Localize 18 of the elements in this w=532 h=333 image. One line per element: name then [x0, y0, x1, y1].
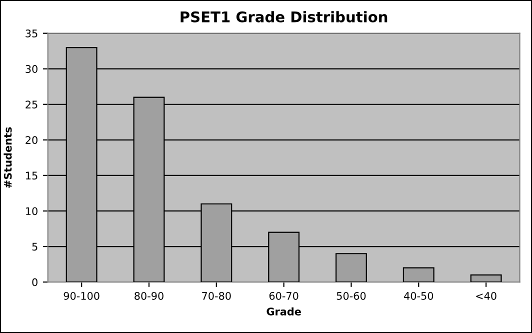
y-tick-label: 0 — [32, 278, 38, 286]
y-tick-label: 20 — [26, 136, 38, 144]
chart-title: PSET1 Grade Distribution — [180, 11, 388, 22]
x-tick-label: <40 — [476, 292, 496, 300]
x-tick-label: 40-50 — [404, 292, 434, 300]
x-tick-label: 60-70 — [269, 292, 298, 300]
y-axis-title: #Students — [4, 127, 12, 188]
x-axis-title: Grade — [266, 307, 301, 316]
y-tick-label: 5 — [32, 242, 38, 251]
y-tick-label: 30 — [26, 65, 38, 73]
x-tick-label: 90-100 — [64, 292, 100, 300]
x-tick-label: 70-80 — [202, 292, 231, 300]
y-tick-label: 25 — [26, 100, 38, 108]
x-tick-label: 80-90 — [134, 292, 164, 300]
x-tick-label: 50-60 — [336, 292, 366, 300]
y-tick-label: 10 — [26, 207, 38, 216]
y-tick-label: 35 — [26, 30, 38, 38]
y-tick-label: 15 — [26, 172, 38, 180]
